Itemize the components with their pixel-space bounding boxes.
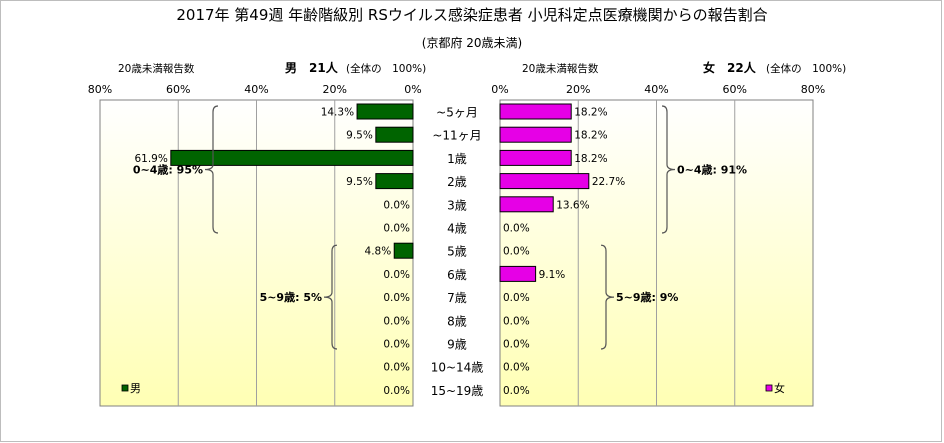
category-label: 4歳 xyxy=(447,222,467,236)
left-group-brace xyxy=(204,105,219,234)
legend-label: 男 xyxy=(130,382,141,395)
right-axis-tick-label: 20% xyxy=(566,83,590,96)
category-label: 6歳 xyxy=(447,268,467,282)
left-axis-tick-label: 20% xyxy=(323,83,347,96)
left-axis-tick-label: 60% xyxy=(166,83,190,96)
right-bar xyxy=(499,103,572,120)
right-bar xyxy=(499,265,537,282)
left-data-label: 9.5% xyxy=(346,176,373,188)
left-data-label: 0.0% xyxy=(383,269,410,281)
category-label: 3歳 xyxy=(447,198,467,212)
right-count-label: 20歳未満報告数 xyxy=(522,63,599,75)
right-axis-tick-label: 80% xyxy=(801,83,825,96)
left-group-annotation: 0~4歳: 95% xyxy=(133,163,203,177)
right-group-annotation: 0~4歳: 91% xyxy=(677,163,747,177)
left-total-label: (全体の 100%) xyxy=(346,63,427,75)
right-data-label: 0.0% xyxy=(503,292,530,304)
left-data-label: 0.0% xyxy=(383,339,410,351)
right-bar xyxy=(499,196,554,213)
left-data-label: 0.0% xyxy=(383,315,410,327)
left-data-label: 14.3% xyxy=(321,107,354,119)
left-count-label: 20歳未満報告数 xyxy=(118,63,195,75)
left-data-label: 9.5% xyxy=(346,130,373,142)
right-data-label: 0.0% xyxy=(503,385,530,397)
left-axis-tick-label: 40% xyxy=(244,83,268,96)
right-data-label: 9.1% xyxy=(539,269,566,281)
category-label: ~5ヶ月 xyxy=(436,106,478,120)
category-label: 8歳 xyxy=(447,314,467,328)
right-group-label: 女 22人 xyxy=(703,61,756,75)
chart-subtitle: (京都府 20歳未満) xyxy=(421,36,523,50)
category-label: 10~14歳 xyxy=(431,361,484,375)
category-label: ~11ヶ月 xyxy=(432,129,481,143)
left-group-annotation: 5~9歳: 5% xyxy=(260,290,322,304)
right-data-label: 18.2% xyxy=(574,130,607,142)
right-data-label: 0.0% xyxy=(503,315,530,327)
category-label: 1歳 xyxy=(447,152,467,166)
right-data-label: 22.7% xyxy=(592,176,625,188)
category-label: 7歳 xyxy=(447,291,467,305)
category-label: 5歳 xyxy=(447,245,467,259)
category-label: 2歳 xyxy=(447,175,467,189)
right-data-label: 0.0% xyxy=(503,223,530,235)
right-group-brace xyxy=(600,244,615,350)
left-data-label: 0.0% xyxy=(383,199,410,211)
right-total-label: (全体の 100%) xyxy=(766,63,847,75)
left-group-brace xyxy=(323,244,338,350)
right-group-brace xyxy=(661,105,676,234)
right-data-label: 18.2% xyxy=(574,153,607,165)
right-data-label: 0.0% xyxy=(503,339,530,351)
category-label: 15~19歳 xyxy=(431,384,484,398)
chart-title: 2017年 第49週 年齢階級別 RSウイルス感染症患者 小児科定点医療機関から… xyxy=(176,6,768,24)
right-bar xyxy=(499,173,590,190)
left-data-label: 0.0% xyxy=(383,385,410,397)
left-bar xyxy=(170,149,414,166)
legend-label: 女 xyxy=(774,381,785,395)
legend-swatch xyxy=(765,384,773,392)
right-group-annotation: 5~9歳: 9% xyxy=(616,290,678,304)
legend-swatch xyxy=(121,384,129,392)
left-axis-tick-label: 0% xyxy=(404,83,421,96)
left-bar xyxy=(375,126,414,143)
right-data-label: 13.6% xyxy=(556,199,589,211)
right-data-label: 0.0% xyxy=(503,362,530,374)
left-data-label: 61.9% xyxy=(134,153,167,165)
left-data-label: 0.0% xyxy=(383,362,410,374)
category-label: 9歳 xyxy=(447,338,467,352)
right-axis-tick-label: 40% xyxy=(644,83,668,96)
left-bar xyxy=(375,173,414,190)
right-bar xyxy=(499,126,572,143)
right-data-label: 18.2% xyxy=(574,107,607,119)
right-axis-tick-label: 0% xyxy=(491,83,508,96)
right-axis-tick-label: 60% xyxy=(723,83,747,96)
left-data-label: 0.0% xyxy=(383,223,410,235)
left-data-label: 0.0% xyxy=(383,292,410,304)
right-bar xyxy=(499,149,572,166)
left-data-label: 4.8% xyxy=(365,246,392,258)
left-bar xyxy=(356,103,414,120)
right-data-label: 0.0% xyxy=(503,246,530,258)
left-group-label: 男 21人 xyxy=(285,61,338,75)
left-axis-tick-label: 80% xyxy=(88,83,112,96)
left-bar xyxy=(393,242,414,259)
